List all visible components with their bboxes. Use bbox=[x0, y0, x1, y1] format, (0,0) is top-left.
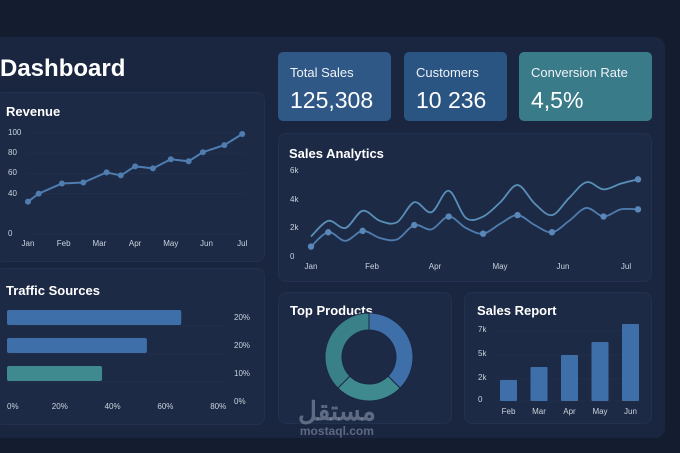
report-x-tick: Mar bbox=[532, 407, 546, 416]
report-y-tick: 5k bbox=[478, 349, 487, 358]
analytics-x-tick: Apr bbox=[428, 262, 442, 271]
report-bar bbox=[561, 355, 578, 401]
analytics-x-tick: Feb bbox=[365, 262, 379, 271]
revenue-y-tick: 60 bbox=[8, 168, 17, 178]
traffic-right-label: 0% bbox=[234, 397, 246, 406]
analytics-x-tick: May bbox=[492, 262, 508, 271]
kpi-total-sales: Total Sales 125,308 bbox=[278, 52, 391, 121]
traffic-x-tick: 40% bbox=[104, 402, 121, 411]
revenue-x-tick: Apr bbox=[128, 239, 142, 248]
analytics-point bbox=[411, 221, 418, 229]
analytics-point bbox=[445, 213, 452, 220]
kpi-value: 4,5% bbox=[531, 87, 584, 113]
revenue-point bbox=[35, 190, 42, 197]
analytics-series-line bbox=[310, 178, 639, 238]
report-x-tick: Apr bbox=[563, 407, 576, 416]
traffic-sources-title: Traffic Sources bbox=[6, 283, 100, 298]
mostaql-watermark: مستقل mostaql.com bbox=[298, 396, 376, 438]
revenue-x-tick: Mar bbox=[92, 239, 107, 248]
report-x-tick: Jun bbox=[624, 407, 637, 416]
sales-report-title: Sales Report bbox=[477, 303, 557, 318]
traffic-bar bbox=[7, 366, 103, 381]
kpi-label: Total Sales bbox=[290, 65, 354, 80]
sales-analytics-card bbox=[278, 133, 652, 282]
revenue-point bbox=[149, 165, 156, 172]
analytics-y-tick: 2k bbox=[290, 223, 299, 233]
revenue-point bbox=[167, 156, 174, 163]
traffic-bar bbox=[7, 338, 147, 353]
report-bar bbox=[591, 342, 609, 401]
report-y-tick: 7k bbox=[478, 325, 487, 334]
top-products-title: Top Products bbox=[290, 303, 373, 318]
traffic-right-label: 20% bbox=[234, 313, 251, 322]
revenue-point bbox=[199, 149, 206, 156]
report-bar bbox=[530, 367, 548, 401]
analytics-x-tick: Jan bbox=[304, 262, 318, 271]
traffic-right-label: 20% bbox=[234, 341, 251, 350]
revenue-title: Revenue bbox=[6, 104, 61, 119]
report-y-tick: 2k bbox=[478, 373, 487, 382]
traffic-x-tick: 20% bbox=[51, 402, 68, 411]
revenue-x-tick: Jun bbox=[200, 239, 213, 248]
analytics-y-tick: 4k bbox=[290, 194, 299, 204]
revenue-x-tick: May bbox=[163, 239, 179, 248]
report-y-tick: 0 bbox=[478, 395, 483, 404]
analytics-point bbox=[514, 211, 521, 219]
traffic-x-tick: 80% bbox=[210, 402, 227, 411]
traffic-x-tick: 60% bbox=[157, 402, 174, 411]
revenue-point bbox=[103, 169, 110, 176]
kpi-value: 125,308 bbox=[290, 87, 374, 113]
revenue-point bbox=[185, 158, 192, 165]
revenue-y-tick: 100 bbox=[8, 128, 22, 137]
revenue-y-tick: 80 bbox=[8, 148, 17, 158]
page-title: Dashboard bbox=[0, 55, 126, 82]
kpi-label: Conversion Rate bbox=[531, 65, 628, 80]
kpi-value: 10 236 bbox=[416, 87, 487, 113]
analytics-x-tick: Jun bbox=[556, 262, 570, 271]
traffic-bar bbox=[7, 310, 182, 325]
analytics-point bbox=[600, 213, 607, 220]
traffic-right-label: 10% bbox=[234, 369, 251, 378]
revenue-point bbox=[221, 142, 228, 149]
sales-analytics-title: Sales Analytics bbox=[289, 146, 384, 161]
analytics-point bbox=[634, 206, 642, 213]
watermark-text: mostaql.com bbox=[299, 424, 374, 438]
report-x-tick: Feb bbox=[501, 407, 516, 416]
analytics-point bbox=[359, 227, 366, 235]
revenue-point bbox=[239, 131, 246, 138]
revenue-y-tick: 0 bbox=[8, 229, 13, 238]
donut-segment bbox=[324, 312, 370, 389]
analytics-point bbox=[634, 176, 642, 183]
sales-report-card bbox=[464, 292, 652, 424]
analytics-series-line bbox=[310, 207, 639, 248]
kpi-label: Customers bbox=[416, 65, 479, 80]
revenue-point bbox=[58, 180, 65, 187]
revenue-point bbox=[132, 163, 139, 170]
report-bar bbox=[622, 324, 639, 401]
traffic-x-tick: 0% bbox=[7, 402, 19, 411]
analytics-x-tick: Jul bbox=[620, 262, 632, 271]
analytics-point bbox=[479, 230, 487, 237]
analytics-y-tick: 0 bbox=[290, 252, 295, 261]
revenue-x-tick: Jul bbox=[237, 239, 248, 248]
analytics-point bbox=[325, 229, 332, 236]
revenue-card bbox=[0, 92, 265, 262]
revenue-point bbox=[117, 172, 124, 179]
analytics-point bbox=[307, 243, 315, 250]
revenue-point bbox=[25, 198, 31, 205]
report-x-tick: May bbox=[592, 407, 608, 416]
revenue-x-tick: Jan bbox=[21, 239, 35, 248]
kpi-customers: Customers 10 236 bbox=[404, 52, 507, 121]
report-bar bbox=[500, 380, 517, 401]
revenue-y-tick: 40 bbox=[8, 188, 17, 198]
analytics-point bbox=[548, 229, 556, 236]
analytics-y-tick: 6k bbox=[290, 166, 299, 176]
revenue-point bbox=[80, 179, 87, 186]
kpi-conversion-rate: Conversion Rate 4,5% bbox=[519, 52, 652, 121]
revenue-x-tick: Feb bbox=[56, 239, 71, 248]
donut-segment bbox=[368, 312, 414, 389]
